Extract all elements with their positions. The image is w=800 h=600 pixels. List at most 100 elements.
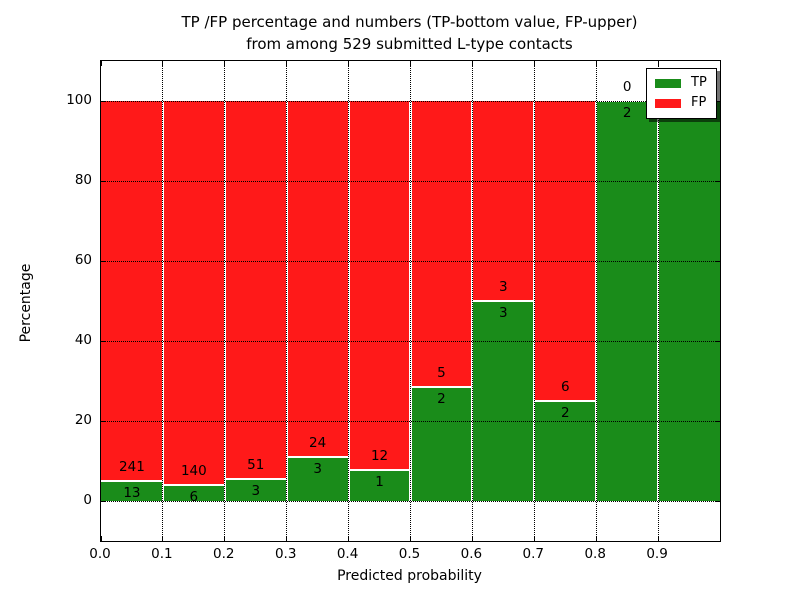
- x-tick-label: 0.4: [336, 546, 359, 562]
- bar-count-label-tp: 2: [622, 105, 632, 121]
- y-tick-mark: [101, 100, 106, 102]
- legend-entry: FP: [655, 93, 707, 113]
- x-tick-label: 0.1: [151, 546, 173, 562]
- y-tick-label: 80: [74, 172, 92, 188]
- chart-title: TP /FP percentage and numbers (TP-bottom…: [100, 11, 719, 55]
- y-tick-mark: [101, 180, 106, 182]
- y-tick-mark-right: [715, 260, 720, 262]
- bar-segment-tp: [101, 480, 162, 501]
- bar-count-label-fp: 3: [499, 279, 508, 295]
- gridline-horizontal: [101, 340, 720, 342]
- bar-segment-fp: [287, 101, 348, 457]
- y-tick-label: 60: [74, 252, 92, 268]
- bar-segment-fp: [349, 101, 410, 471]
- x-tick-label: 0.0: [89, 546, 111, 562]
- bar-segment-tp: [225, 478, 286, 501]
- bar-count-label-tp: 2: [560, 405, 570, 421]
- bar-count-label-fp: 6: [560, 379, 570, 395]
- legend-label: TP: [691, 75, 707, 90]
- bar-segment-tp: [535, 401, 596, 501]
- x-tick-mark: [348, 536, 350, 541]
- y-tick-mark-right: [715, 420, 720, 422]
- gridline-vertical: [533, 61, 535, 541]
- bar-segment-fp: [163, 101, 224, 485]
- x-tick-label: 0.2: [213, 546, 235, 562]
- bar-segment-tp: [659, 101, 720, 501]
- y-tick-mark-right: [715, 500, 720, 502]
- gridline-vertical: [348, 61, 350, 541]
- bar-segment-fp: [225, 101, 286, 479]
- gridline-vertical: [286, 61, 288, 541]
- legend-swatch-tp-icon: [655, 78, 681, 88]
- bar-count-label-tp: 3: [313, 460, 322, 477]
- x-tick-mark: [410, 536, 411, 541]
- x-tick-mark-top: [100, 61, 102, 66]
- bar-segment-fp: [101, 101, 162, 481]
- x-tick-label: 0.9: [646, 546, 668, 562]
- x-tick-mark-top: [533, 61, 535, 66]
- plot-area: 24113140651324312152336202012: [100, 60, 721, 542]
- y-tick-mark: [101, 260, 106, 262]
- bar-count-label-fp: 12: [370, 448, 389, 465]
- gridline-horizontal: [101, 180, 720, 182]
- legend-entry: TP: [655, 73, 707, 93]
- x-tick-mark: [100, 536, 102, 541]
- x-tick-mark: [595, 536, 597, 541]
- x-tick-mark-top: [162, 61, 164, 66]
- x-axis-label: Predicted probability: [337, 568, 482, 584]
- x-tick-mark: [533, 536, 535, 541]
- x-tick-mark: [162, 536, 164, 541]
- chart-title-line2: from among 529 submitted L-type contacts: [246, 35, 573, 53]
- bar-count-label-fp: 241: [119, 458, 145, 475]
- bar-segment-tp: [597, 101, 658, 501]
- gridline-vertical: [595, 61, 597, 541]
- y-tick-label: 100: [66, 92, 92, 108]
- x-tick-mark-top: [286, 61, 288, 66]
- bar-count-label-tp: 6: [189, 488, 199, 505]
- bar-count-label-tp: 3: [499, 305, 508, 321]
- bar-segment-tp: [287, 456, 348, 501]
- y-tick-mark-right: [715, 180, 720, 182]
- bar-count-label-tp: 2: [437, 390, 446, 407]
- bar-segment-tp: [411, 386, 472, 501]
- bar-count-label-fp: 0: [622, 79, 632, 95]
- x-tick-mark-top: [595, 61, 597, 66]
- x-tick-mark: [286, 536, 288, 541]
- bar-count-label-fp: 24: [309, 434, 327, 451]
- x-tick-label: 0.5: [398, 546, 421, 562]
- x-tick-label: 0.6: [460, 546, 483, 562]
- bar-segment-fp: [411, 101, 472, 387]
- x-tick-mark-top: [657, 61, 659, 66]
- y-tick-mark: [101, 420, 106, 422]
- bar-segment-fp: [535, 101, 596, 401]
- y-tick-label: 20: [74, 412, 92, 428]
- gridline-vertical: [162, 61, 164, 541]
- chart-title-line1: TP /FP percentage and numbers (TP-bottom…: [181, 13, 638, 31]
- legend-swatch-fp-icon: [655, 98, 681, 108]
- y-tick-mark: [101, 500, 106, 502]
- x-tick-mark: [657, 536, 659, 541]
- x-tick-label: 0.8: [584, 546, 606, 562]
- gridline-vertical: [224, 61, 226, 541]
- bar-segment-tp: [163, 484, 224, 501]
- bar-count-label-tp: 13: [123, 484, 141, 501]
- y-tick-mark-right: [715, 340, 720, 342]
- x-tick-label: 0.7: [522, 546, 545, 562]
- x-tick-mark-top: [471, 61, 473, 66]
- x-tick-mark-top: [410, 61, 411, 66]
- bar-segment-tp: [349, 470, 410, 501]
- bar-segment-tp: [473, 301, 534, 501]
- gridline-vertical: [657, 61, 659, 541]
- gridline-horizontal: [101, 260, 720, 262]
- x-tick-mark-top: [224, 61, 226, 66]
- x-tick-mark: [224, 536, 226, 541]
- bar-count-label-tp: 1: [375, 474, 384, 491]
- gridline-horizontal: [101, 500, 720, 502]
- gridline-vertical: [471, 61, 473, 541]
- y-tick-label: 40: [74, 332, 92, 348]
- bar-count-label-fp: 140: [180, 462, 207, 479]
- bar-count-label-fp: 5: [437, 364, 446, 381]
- bar-count-label-fp: 51: [247, 456, 265, 473]
- legend: TP FP: [646, 68, 717, 119]
- gridline-vertical: [410, 61, 411, 541]
